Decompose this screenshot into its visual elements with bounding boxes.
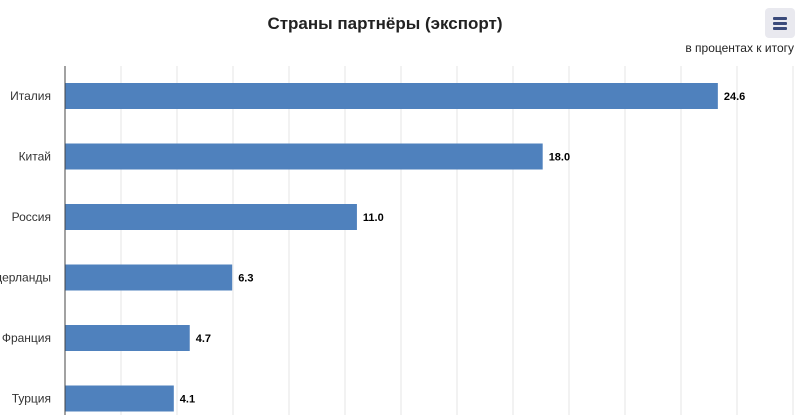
chart-subtitle: в процентах к итогу bbox=[685, 41, 794, 55]
grid-lines bbox=[120, 66, 794, 415]
bar[interactable] bbox=[65, 83, 718, 109]
data-label: 24.6 bbox=[724, 91, 745, 103]
category-label: Россия bbox=[12, 210, 51, 224]
data-label: 6.3 bbox=[238, 273, 253, 285]
bar[interactable] bbox=[65, 204, 357, 230]
category-label: Турция bbox=[12, 392, 51, 406]
data-labels: 24.6 18.0 11.0 6.3 4.7 4.1 bbox=[180, 91, 745, 406]
category-labels: Италия Китай Россия Нидерланды Франция Турция bbox=[0, 89, 51, 406]
bar-series bbox=[65, 83, 718, 412]
category-label: Нидерланды bbox=[0, 271, 51, 285]
data-label: 11.0 bbox=[363, 212, 384, 224]
bar[interactable] bbox=[65, 264, 233, 291]
chart-menu-button[interactable] bbox=[765, 8, 795, 38]
bar[interactable] bbox=[65, 325, 190, 351]
category-label: Франция bbox=[2, 331, 51, 345]
data-label: 4.1 bbox=[180, 394, 195, 406]
data-label: 4.7 bbox=[196, 333, 211, 345]
bar[interactable] bbox=[65, 385, 174, 412]
category-label: Китай bbox=[19, 150, 51, 164]
data-label: 18.0 bbox=[549, 152, 570, 164]
bar[interactable] bbox=[65, 143, 543, 170]
category-label: Италия bbox=[10, 89, 51, 103]
chart-title: Страны партнёры (экспорт) bbox=[267, 14, 503, 33]
